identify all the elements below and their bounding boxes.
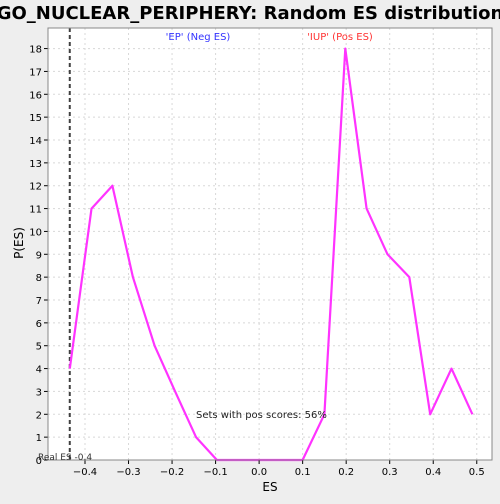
y-tick-label: 12 [29,182,42,193]
y-tick-label: 2 [36,410,42,421]
pos-es-label: 'IUP' (Pos ES) [307,32,373,43]
grid-lines [48,28,492,461]
x-axis-label: ES [262,480,277,494]
x-tick-label: −0.3 [116,467,140,478]
x-tick-label: −0.4 [73,467,97,478]
y-tick-label: 6 [36,319,42,330]
neg-es-label: 'EP' (Neg ES) [166,32,231,43]
y-tick-label: 13 [29,159,42,170]
y-tick-label: 17 [29,67,42,78]
y-tick-label: 8 [36,273,42,284]
plot-border [47,27,493,461]
y-tick-label: 10 [29,227,42,238]
y-tick-label: 5 [36,342,42,353]
x-tick-label: 0.2 [338,467,354,478]
y-tick-label: 9 [36,250,42,261]
chart-title: GO_NUCLEAR_PERIPHERY: Random ES distribu… [0,3,500,24]
x-tick-label: 0.0 [251,467,267,478]
y-tick-label: 14 [29,136,42,147]
y-tick-label: 7 [36,296,42,307]
x-tick-label: 0.4 [425,467,441,478]
plot-area [48,28,492,460]
y-tick-label: 0 [36,456,42,467]
x-tick-label: −0.2 [160,467,184,478]
x-tick-label: 0.3 [382,467,398,478]
x-tick-label: 0.1 [295,467,311,478]
y-tick-label: 11 [29,205,42,216]
y-axis-label: P(ES) [12,227,26,259]
y-tick-label: 16 [29,90,42,101]
y-tick-label: 3 [36,387,42,398]
y-tick-label: 18 [29,45,42,56]
pos-scores-annotation: Sets with pos scores: 56% [196,410,327,421]
real-es-label: Real ES -0.4 [38,453,92,463]
y-tick-label: 1 [36,433,42,444]
axes [44,27,493,464]
y-tick-label: 4 [36,365,42,376]
y-tick-label: 15 [29,113,42,124]
x-tick-label: 0.5 [469,467,485,478]
x-tick-label: −0.1 [203,467,227,478]
